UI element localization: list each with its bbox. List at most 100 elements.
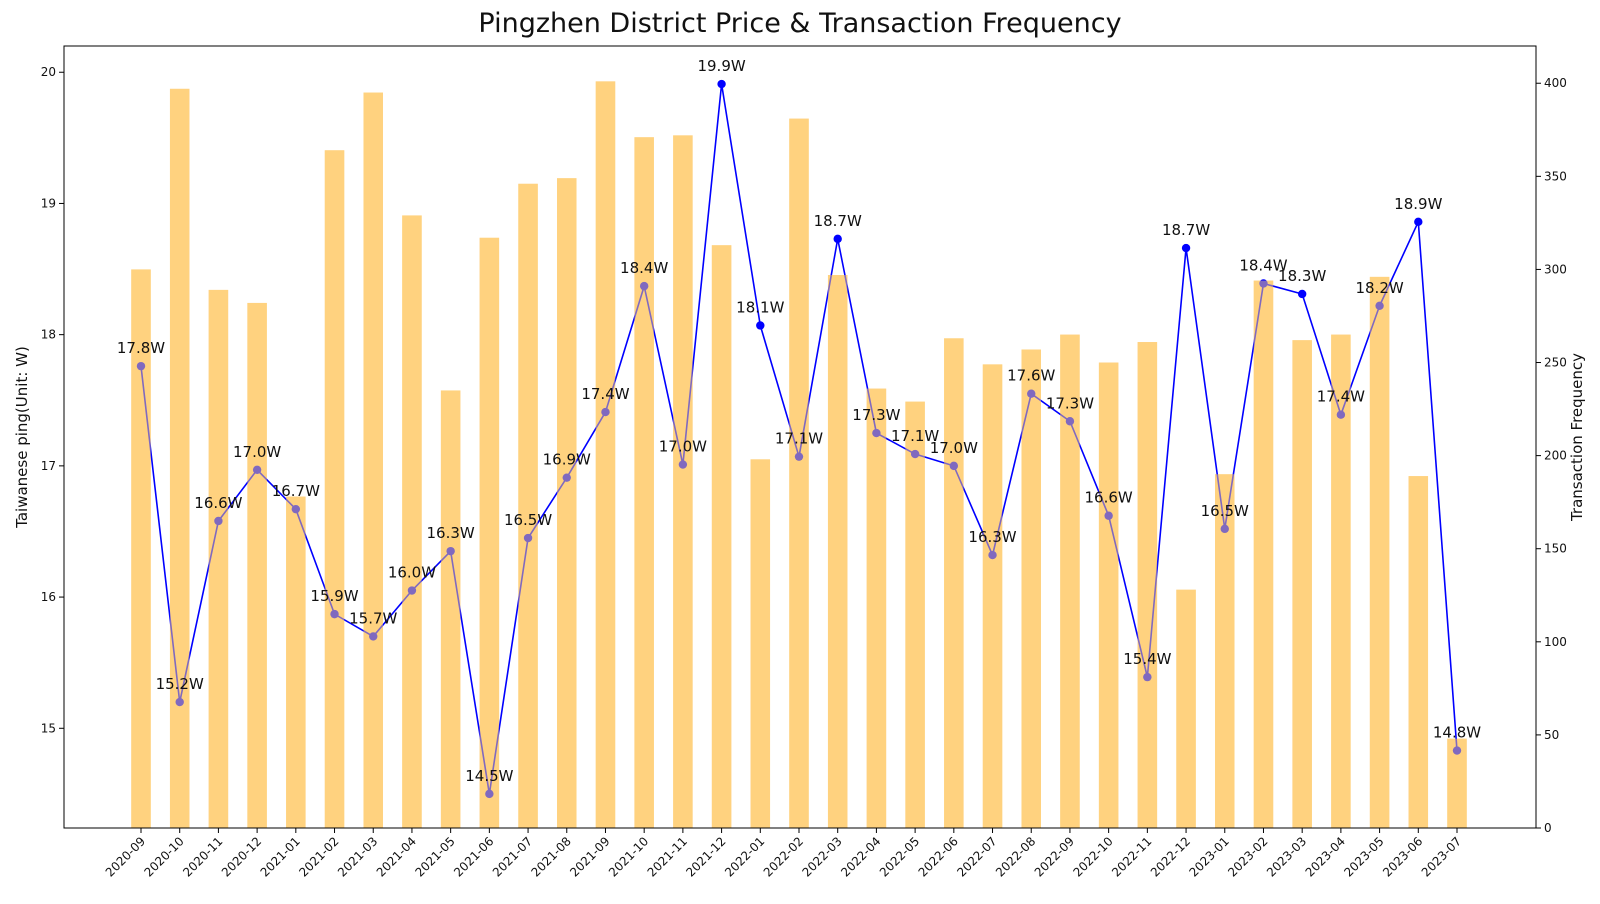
x-tick-label: 2020-12 [219,834,264,879]
x-tick-label: 2021-04 [374,834,419,879]
bar-overlay [866,388,887,828]
bar-overlay [711,245,732,828]
x-tick-label: 2022-09 [1032,834,1077,879]
plot-frame [63,45,1537,829]
point-label: 16.3W [427,524,475,542]
bar-overlay [1408,476,1429,828]
bar-overlay [479,237,500,828]
y-right-tick-label: 50 [1544,728,1559,742]
x-tick-label: 2021-01 [258,834,303,879]
bar-overlay [363,92,383,829]
bar-overlay [1176,589,1196,828]
y-right-tick-label: 250 [1544,356,1567,370]
x-tick-label: 2021-07 [490,834,535,879]
y-left-tick-label: 15 [41,721,56,735]
bar-overlay [673,135,693,828]
bar-overlay [982,364,1003,828]
point-label: 16.6W [194,494,242,512]
bar-overlay [208,289,229,828]
x-tick-label: 2023-01 [1187,834,1232,879]
bar-overlay [789,118,809,829]
point-label: 16.5W [504,511,552,529]
bar-overlay [286,496,306,828]
point-label: 17.3W [852,406,900,424]
x-tick-label: 2020-11 [180,834,225,879]
line-point [1414,217,1423,227]
x-tick-label: 2022-04 [838,834,883,879]
y-right-tick-label: 200 [1544,449,1567,463]
point-label: 17.6W [1007,367,1055,385]
bar-overlay [595,81,616,828]
bar-overlay [440,390,461,828]
x-tick-label: 2022-06 [916,834,961,879]
x-tick-label: 2023-04 [1303,834,1348,879]
point-label: 17.0W [659,438,707,456]
x-tick-label: 2022-12 [1148,834,1193,879]
point-label: 18.2W [1355,279,1403,297]
line-point [717,79,726,89]
x-tick-label: 2022-01 [722,834,767,879]
point-label: 15.2W [156,675,204,693]
y-right-tick-label: 400 [1544,76,1567,90]
x-tick-label: 2021-03 [335,834,380,879]
point-label: 16.3W [968,528,1016,546]
x-tick-label: 2021-09 [567,834,612,879]
bar-overlay [1292,340,1312,828]
point-label: 16.0W [388,564,436,582]
bar-overlay [1137,342,1158,828]
y-left-tick-label: 17 [41,459,56,473]
x-tick-label: 2023-02 [1225,834,1270,879]
y-right-tick-label: 0 [1544,821,1552,835]
bar-overlay [1253,280,1274,829]
point-label: 17.0W [233,443,281,461]
point-label: 15.9W [310,587,358,605]
y-right-tick-label: 350 [1544,169,1567,183]
x-tick-label: 2022-08 [993,834,1038,879]
line-point [1181,243,1191,253]
x-tick-label: 2022-02 [761,834,806,879]
point-label: 17.4W [1317,388,1365,406]
bar-overlay [402,215,422,828]
x-tick-label: 2021-05 [412,834,457,879]
x-tick-label: 2023-05 [1341,834,1386,879]
bar-overlay [944,338,964,828]
x-tick-label: 2021-11 [645,834,690,879]
x-tick-label: 2021-06 [451,834,496,879]
bar-overlay [1215,474,1235,828]
point-label: 17.4W [581,385,629,403]
line-point [1297,289,1307,299]
point-label: 16.7W [272,482,320,500]
x-tick-label: 2022-07 [954,834,999,879]
y-right-tick-label: 150 [1544,542,1567,556]
bar-overlay [827,275,848,828]
bar-overlay [131,269,151,828]
bar-overlay [750,459,771,828]
bar-overlay [169,88,190,829]
point-label: 18.7W [1162,221,1210,239]
bar-overlay [1331,334,1351,828]
bar-overlay [634,137,654,828]
x-tick-label: 2020-09 [103,834,148,879]
bar-overlay [247,302,267,828]
point-label: 14.8W [1433,724,1481,742]
x-tick-label: 2022-11 [1109,834,1154,879]
x-tick-label: 2023-07 [1419,834,1464,879]
line-point [833,234,842,244]
y-right-tick-label: 300 [1544,262,1567,276]
y-left-tick-label: 19 [41,196,56,210]
bar-overlay [1098,362,1119,828]
bar-overlay [905,401,925,828]
line-point [756,321,765,330]
point-label: 18.3W [1278,267,1326,285]
point-label: 17.1W [775,430,823,448]
point-label: 15.4W [1123,650,1171,668]
bar-overlay [1369,276,1390,828]
y-left-axis-title: Taiwanese ping(Unit: W) [13,346,31,529]
bar-overlay [324,150,345,828]
x-tick-label: 2021-08 [529,834,574,879]
point-label: 18.9W [1394,195,1442,213]
x-tick-label: 2022-03 [799,834,844,879]
x-tick-label: 2023-06 [1380,834,1425,879]
